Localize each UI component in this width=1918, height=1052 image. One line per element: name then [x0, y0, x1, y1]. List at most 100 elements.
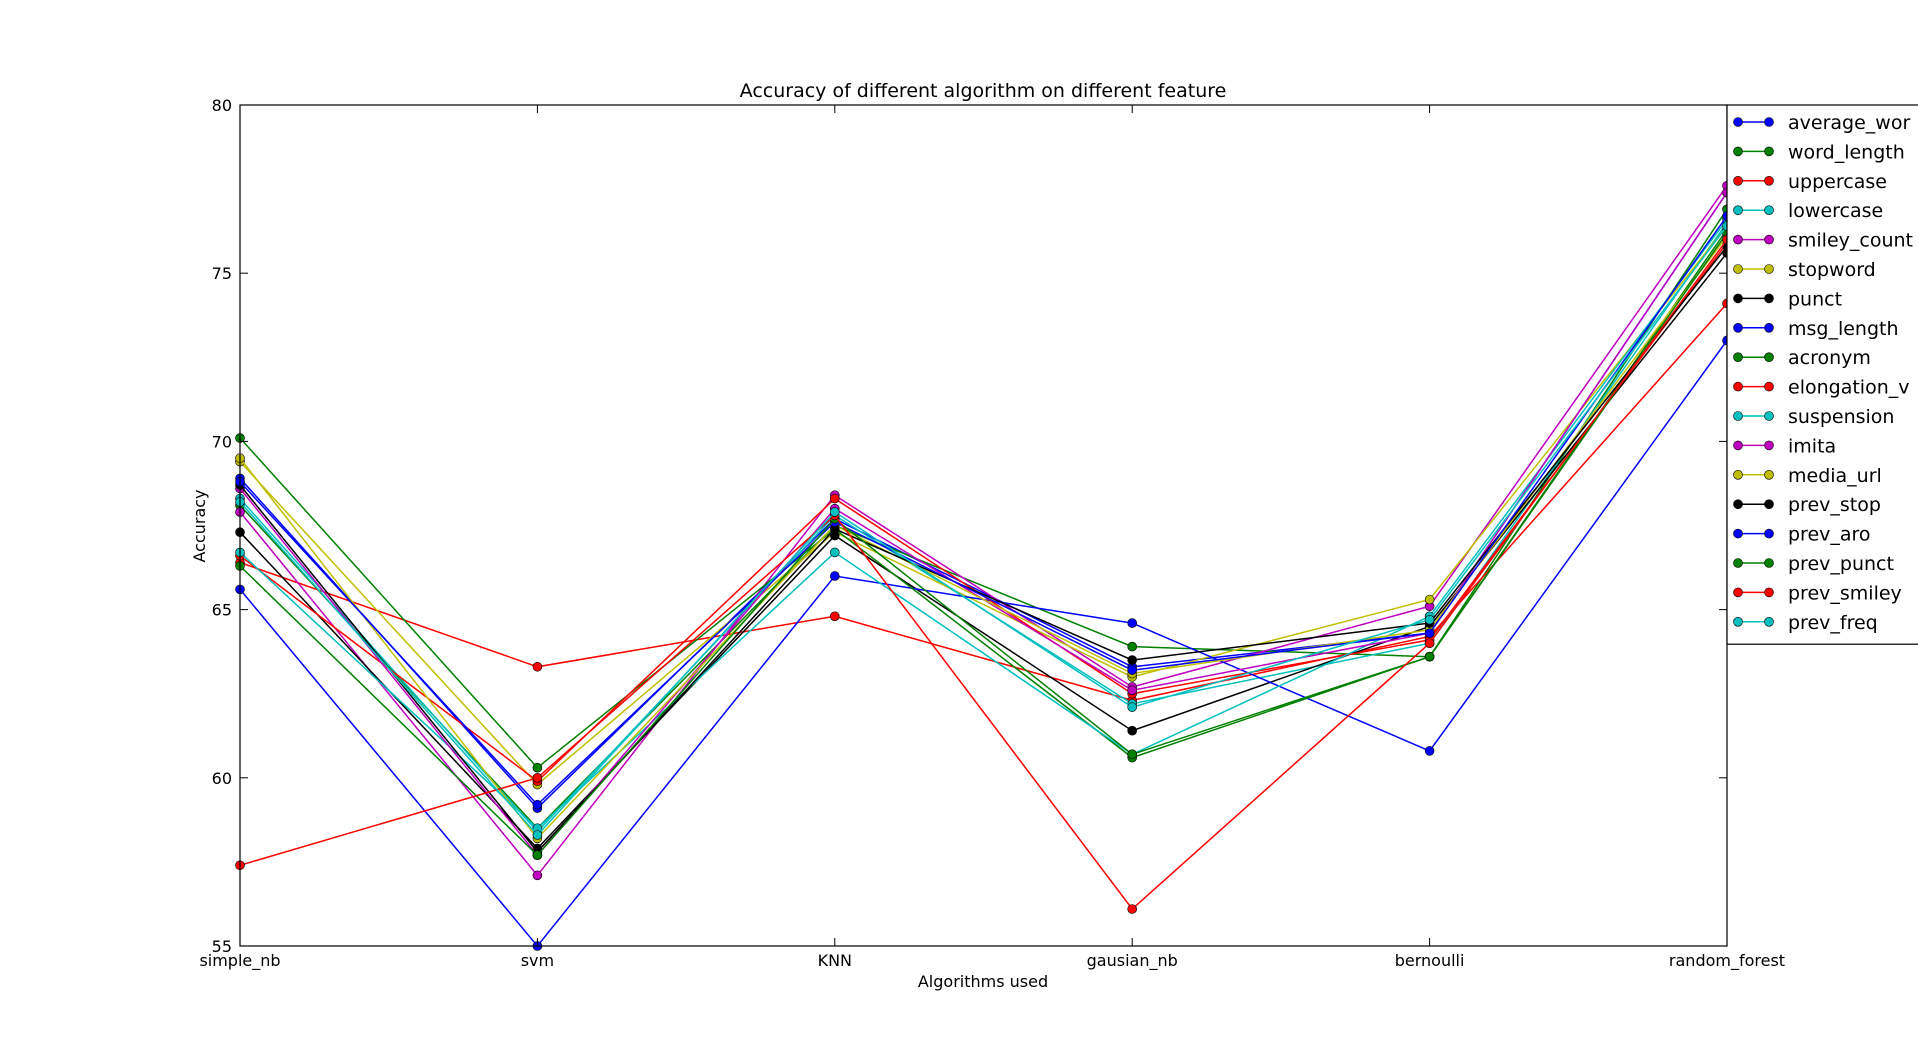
x-tick-label: gausian_nb	[1087, 951, 1178, 971]
data-point-prev_punct-bernoulli	[1424, 651, 1435, 662]
y-tick-label: 70	[212, 432, 232, 451]
data-point-prev_aro-bernoulli	[1424, 628, 1435, 638]
legend-marker	[1764, 352, 1774, 363]
legend-label: average_wor	[1788, 112, 1910, 134]
plot-frame	[239, 104, 1728, 947]
data-point-smiley_count-svm	[532, 870, 543, 881]
legend-marker	[1764, 528, 1774, 539]
legend-marker	[1764, 293, 1774, 304]
data-point-prev_aro-gausian_nb	[1127, 665, 1137, 675]
legend-label: msg_length	[1788, 318, 1899, 340]
data-point-prev_punct-svm	[532, 850, 543, 860]
y-tick-label: 65	[212, 601, 232, 620]
legend-marker	[1764, 176, 1774, 186]
legend-marker	[1764, 117, 1774, 127]
data-point-acronym-svm	[532, 762, 543, 773]
series-line-prev_freq	[239, 225, 1728, 837]
legend-marker	[1733, 499, 1743, 510]
legend-item-prev_aro: prev_aro	[1733, 524, 1871, 546]
legend-item-stopword: stopword	[1733, 259, 1876, 281]
legend-label: uppercase	[1788, 171, 1887, 193]
legend-item-prev_smiley: prev_smiley	[1733, 582, 1902, 604]
legend-item-prev_freq: prev_freq	[1733, 612, 1878, 634]
legend-item-imita: imita	[1733, 435, 1836, 457]
legend-marker	[1733, 528, 1743, 539]
legend-item-punct: punct	[1733, 288, 1842, 310]
legend-marker	[1764, 499, 1774, 510]
legend-label: prev_smiley	[1788, 582, 1902, 604]
y-axis-label: Accuracy	[190, 489, 209, 562]
legend-label: elongation_v	[1788, 377, 1909, 399]
legend-marker	[1764, 440, 1774, 451]
legend-marker	[1733, 176, 1743, 186]
data-point-prev_freq-gausian_nb	[1127, 702, 1137, 712]
x-axis-label: Algorithms used	[918, 972, 1048, 991]
series-line-prev_smiley	[239, 239, 1728, 911]
legend-marker	[1733, 234, 1743, 245]
series-line-imita	[239, 192, 1728, 857]
legend-item-media_url: media_url	[1733, 465, 1882, 487]
x-tick-label: svm	[521, 951, 554, 970]
data-point-uppercase-svm	[532, 661, 543, 672]
series-line-prev_aro	[239, 215, 1728, 806]
legend-marker	[1733, 440, 1743, 451]
plot-area	[235, 180, 1732, 951]
legend-item-word_length: word_length	[1733, 141, 1905, 163]
legend-label: lowercase	[1788, 200, 1883, 222]
data-point-msg_length-gausian_nb	[1127, 618, 1137, 628]
series-line-word_length	[239, 208, 1728, 830]
y-tick-label: 55	[212, 937, 232, 956]
data-point-prev_freq-bernoulli	[1424, 614, 1435, 625]
legend-label: word_length	[1788, 141, 1905, 163]
data-point-prev_punct-gausian_nb	[1127, 749, 1137, 760]
legend-marker	[1764, 205, 1774, 215]
data-point-word_length-gausian_nb	[1127, 641, 1137, 652]
legend-label: suspension	[1788, 406, 1894, 428]
series-line-elongation_v	[239, 242, 1728, 783]
x-tick-label: KNN	[818, 951, 852, 970]
legend-marker	[1733, 264, 1743, 274]
y-tick-label: 80	[212, 96, 232, 115]
legend-item-lowercase: lowercase	[1733, 200, 1883, 222]
legend-marker	[1733, 587, 1743, 598]
legend-marker	[1733, 411, 1743, 421]
legend-marker	[1764, 381, 1774, 392]
series-line-stopword	[239, 225, 1728, 786]
legend-item-suspension: suspension	[1733, 406, 1894, 428]
data-point-prev_freq-KNN	[829, 507, 840, 517]
legend-label: prev_punct	[1788, 553, 1894, 575]
legend-marker	[1733, 293, 1743, 304]
legend-label: punct	[1788, 288, 1842, 310]
series-line-lowercase	[239, 222, 1728, 833]
legend-item-uppercase: uppercase	[1733, 171, 1887, 193]
data-point-prev_freq-svm	[532, 830, 543, 840]
legend-item-prev_stop: prev_stop	[1733, 494, 1881, 516]
legend-item-msg_length: msg_length	[1733, 318, 1899, 340]
x-tick-label: simple_nb	[199, 951, 280, 971]
legend-item-elongation_v: elongation_v	[1733, 377, 1909, 399]
data-point-prev_smiley-svm	[532, 772, 543, 783]
legend-marker	[1733, 616, 1743, 627]
data-point-msg_length-KNN	[829, 571, 840, 581]
legend-marker	[1764, 587, 1774, 598]
legend-label: stopword	[1788, 259, 1876, 281]
legend-marker	[1764, 322, 1774, 333]
chart-title: Accuracy of different algorithm on diffe…	[740, 80, 1227, 102]
series-line-prev_stop	[239, 245, 1728, 853]
data-point-punct-gausian_nb	[1127, 725, 1137, 736]
data-point-prev_smiley-bernoulli	[1424, 638, 1435, 649]
series-line-acronym	[239, 229, 1728, 769]
y-tick-label: 75	[212, 264, 232, 283]
legend-item-average_wor: average_wor	[1733, 112, 1910, 134]
legend-label: prev_aro	[1788, 524, 1871, 546]
series-line-uppercase	[239, 303, 1728, 702]
legend-marker	[1733, 381, 1743, 392]
legend-item-prev_punct: prev_punct	[1733, 553, 1894, 575]
legend-label: acronym	[1788, 347, 1871, 369]
series-line-suspension	[239, 218, 1728, 830]
legend-marker	[1733, 205, 1743, 215]
y-tick-label: 60	[212, 769, 232, 788]
legend-label: imita	[1788, 435, 1836, 457]
legend-marker	[1764, 146, 1774, 157]
